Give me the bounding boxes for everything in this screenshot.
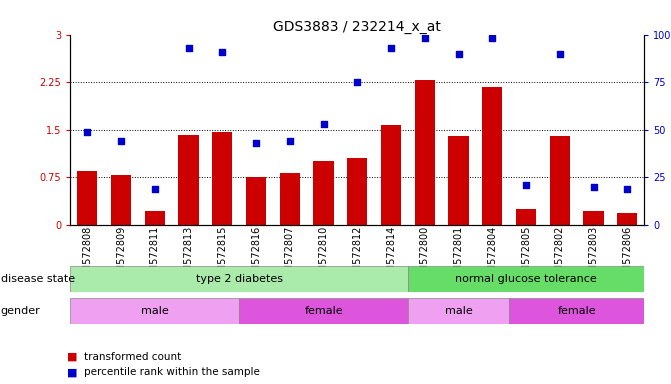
Point [554, 51, 565, 57]
Point [622, 185, 633, 192]
Text: male: male [445, 306, 472, 316]
Bar [408, 298, 509, 324]
Bar [77, 171, 97, 225]
Text: disease state: disease state [1, 274, 74, 284]
Point [419, 35, 430, 41]
Bar [381, 124, 401, 225]
Text: female: female [558, 306, 596, 316]
Text: gender: gender [1, 306, 40, 316]
Bar [448, 136, 468, 225]
Bar [617, 213, 637, 225]
Bar [313, 161, 333, 225]
Bar [516, 209, 536, 225]
Bar [246, 177, 266, 225]
Text: ■: ■ [67, 352, 78, 362]
Bar [70, 266, 408, 292]
Text: female: female [304, 306, 343, 316]
Bar [415, 80, 435, 225]
Title: GDS3883 / 232214_x_at: GDS3883 / 232214_x_at [273, 20, 442, 33]
Bar [70, 298, 239, 324]
Bar [239, 298, 408, 324]
Bar [550, 136, 570, 225]
Point [183, 45, 194, 51]
Point [453, 51, 464, 57]
Bar [509, 298, 644, 324]
Text: normal glucose tolerance: normal glucose tolerance [455, 274, 597, 284]
Text: type 2 diabetes: type 2 diabetes [196, 274, 282, 284]
Point [217, 49, 227, 55]
Point [487, 35, 498, 41]
Text: percentile rank within the sample: percentile rank within the sample [84, 367, 260, 377]
Point [251, 140, 262, 146]
Bar [178, 135, 199, 225]
Point [115, 138, 126, 144]
Bar [280, 173, 300, 225]
Point [285, 138, 295, 144]
Text: transformed count: transformed count [84, 352, 181, 362]
Bar [347, 158, 368, 225]
Point [588, 184, 599, 190]
Point [150, 185, 160, 192]
Text: ■: ■ [67, 367, 78, 377]
Point [82, 128, 93, 134]
Bar [111, 175, 132, 225]
Bar [408, 266, 644, 292]
Point [352, 79, 362, 85]
Bar [145, 211, 165, 225]
Point [521, 182, 531, 188]
Bar [482, 86, 503, 225]
Bar [212, 131, 232, 225]
Point [386, 45, 397, 51]
Point [318, 121, 329, 127]
Text: male: male [141, 306, 168, 316]
Bar [583, 211, 604, 225]
